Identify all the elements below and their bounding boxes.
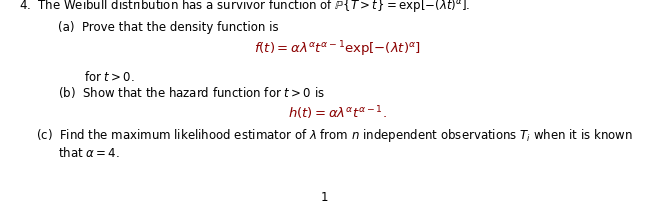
Text: (c)  Find the maximum likelihood estimator of $\lambda$ from $n$ independent obs: (c) Find the maximum likelihood estimato… (36, 127, 633, 144)
Text: (b)  Show that the hazard function for $t > 0$ is: (b) Show that the hazard function for $t… (58, 85, 325, 100)
Text: that $\alpha = 4$.: that $\alpha = 4$. (58, 146, 120, 160)
Text: $h(t) = \alpha\lambda^{\alpha}t^{\alpha-1}.$: $h(t) = \alpha\lambda^{\alpha}t^{\alpha-… (288, 104, 387, 122)
Text: 1: 1 (321, 191, 328, 204)
Text: (a)  Prove that the density function is: (a) Prove that the density function is (58, 21, 279, 34)
Text: $f(t) = \alpha\lambda^{\alpha}t^{\alpha-1}\exp[-(\lambda t)^{\alpha}]$: $f(t) = \alpha\lambda^{\alpha}t^{\alpha-… (254, 39, 421, 59)
Text: 4.  The Weibull distribution has a survivor function of $\mathbb{P}\{T > t\} = \: 4. The Weibull distribution has a surviv… (19, 0, 471, 14)
Text: for $t > 0$.: for $t > 0$. (84, 70, 135, 84)
